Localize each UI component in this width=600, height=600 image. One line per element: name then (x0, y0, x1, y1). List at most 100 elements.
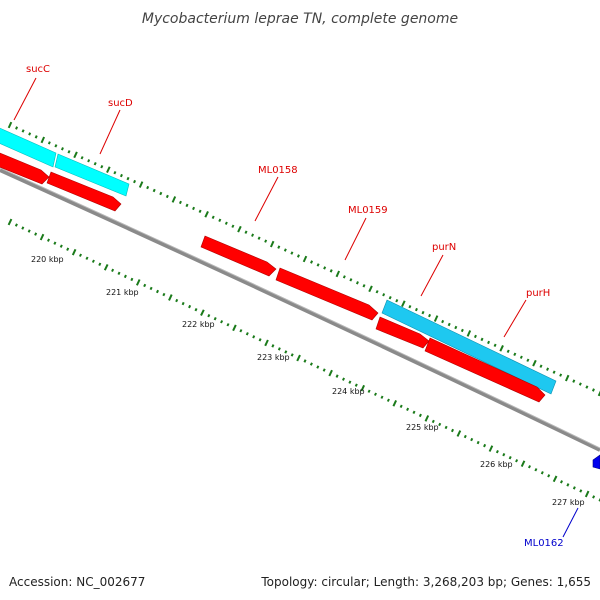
minor-tick (78, 253, 83, 257)
major-tick (456, 430, 462, 437)
minor-tick (473, 334, 477, 339)
major-tick (368, 285, 373, 293)
gene-feature-sucD-cds[interactable] (46, 171, 122, 212)
accession-text: Accession: NC_002677 (9, 575, 145, 589)
gene-label-ML0159[interactable]: ML0159 (348, 205, 388, 216)
minor-tick (418, 413, 422, 418)
major-tick (103, 263, 109, 271)
gene-label-purH[interactable]: purH (526, 288, 550, 299)
tick-label: 226 kbp (480, 460, 513, 469)
minor-tick (54, 144, 58, 148)
minor-tick (355, 281, 359, 285)
minor-tick (28, 132, 32, 136)
minor-tick (373, 392, 378, 396)
minor-tick (181, 301, 185, 306)
gene-feature-purH-cds[interactable] (424, 337, 546, 403)
major-tick (466, 330, 472, 337)
minor-tick (428, 313, 432, 318)
minor-tick (239, 329, 243, 333)
gene-feature-ML0158[interactable] (200, 235, 277, 277)
minor-tick (231, 224, 235, 228)
minor-tick (271, 344, 275, 348)
minor-tick (546, 367, 550, 371)
minor-tick (476, 440, 480, 445)
minor-tick (354, 383, 358, 387)
minor-tick (470, 437, 474, 442)
minor-tick (59, 244, 63, 248)
minor-tick (380, 395, 384, 399)
gene-feature-purN[interactable] (375, 316, 430, 349)
minor-tick (539, 364, 543, 368)
gene-feature-sucD[interactable] (54, 153, 130, 197)
minor-tick (386, 398, 390, 402)
gene-label-ML0158[interactable]: ML0158 (258, 165, 298, 176)
minor-tick (406, 407, 410, 412)
leader-line-sucD (99, 109, 121, 155)
major-tick (135, 279, 141, 286)
gene-label-sucD[interactable]: sucD (108, 98, 133, 109)
minor-tick (414, 307, 418, 312)
minor-tick (178, 200, 182, 205)
minor-tick (207, 313, 211, 318)
minor-tick (310, 260, 314, 264)
minor-tick (152, 188, 156, 193)
major-tick (597, 390, 600, 397)
minor-tick (450, 428, 455, 433)
minor-tick (80, 156, 84, 160)
minor-tick (487, 340, 491, 345)
minor-tick (130, 277, 134, 282)
minor-tick (47, 141, 51, 145)
minor-tick (460, 328, 464, 333)
major-tick (584, 490, 590, 498)
minor-tick (506, 349, 510, 354)
minor-tick (534, 468, 538, 472)
minor-tick (100, 164, 104, 169)
gene-feature-ML0159[interactable] (275, 267, 379, 321)
minor-tick (194, 307, 198, 312)
major-tick (499, 344, 504, 352)
minor-tick (572, 486, 576, 490)
minor-tick (408, 304, 412, 309)
minor-tick (526, 358, 530, 362)
minor-tick (342, 275, 346, 279)
minor-tick (375, 290, 379, 294)
minor-tick (175, 298, 179, 303)
minor-tick (126, 176, 130, 181)
minor-tick (257, 236, 261, 240)
minor-tick (335, 374, 339, 378)
minor-tick (421, 310, 425, 315)
major-tick (264, 339, 269, 347)
minor-tick (226, 323, 230, 327)
gene-label-purN[interactable]: purN (432, 242, 456, 253)
minor-tick (341, 377, 346, 381)
major-tick (424, 415, 430, 422)
minor-tick (284, 350, 288, 354)
minor-tick (579, 489, 583, 493)
leader-line-purH (503, 299, 527, 338)
leader-line-ML0162 (562, 507, 579, 538)
map-title: Mycobacterium leprae TN, complete genome (142, 11, 458, 27)
minor-tick (483, 443, 487, 448)
genome-backbone-highlight (0, 167, 600, 449)
outer-tick-row (7, 121, 600, 397)
minor-tick (559, 480, 564, 484)
minor-tick (264, 239, 268, 243)
minor-tick (547, 474, 551, 478)
minor-tick (192, 206, 196, 211)
tick-label: 223 kbp (257, 353, 290, 362)
topology-text: Topology: circular; Length: 3,268,203 bp… (260, 575, 591, 589)
leader-line-ML0158 (254, 176, 279, 222)
major-tick (204, 210, 209, 218)
gene-feature-ML0162[interactable] (592, 454, 600, 470)
minor-tick (162, 292, 166, 297)
gene-feature-sucC-cds[interactable] (0, 151, 50, 185)
gene-label-sucC[interactable]: sucC (26, 64, 50, 75)
minor-tick (27, 229, 31, 233)
minor-tick (159, 191, 163, 196)
minor-tick (14, 223, 18, 227)
gene-label-ML0162[interactable]: ML0162 (524, 538, 564, 549)
gene-feature-purH[interactable] (381, 299, 557, 395)
minor-tick (91, 259, 95, 263)
gene-feature-sucC[interactable] (0, 126, 57, 168)
minor-tick (592, 495, 596, 499)
